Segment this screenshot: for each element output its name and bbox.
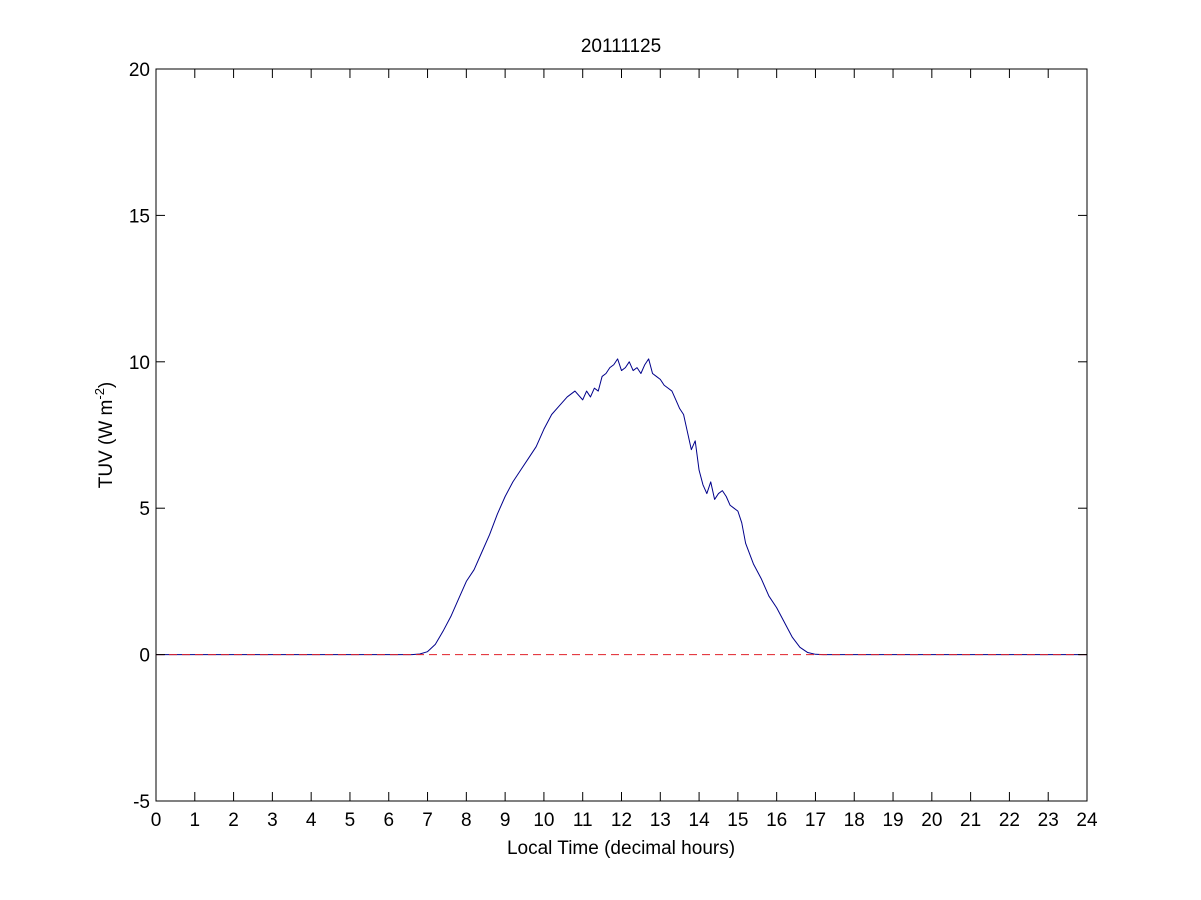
x-tick-label: 3: [267, 810, 278, 831]
x-tick-label: 4: [306, 810, 317, 831]
x-tick-label: 23: [1038, 810, 1059, 831]
x-tick-label: 1: [190, 810, 201, 831]
x-tick-label: 16: [766, 810, 787, 831]
y-axis-label: TUV (W m-2): [92, 382, 117, 489]
x-tick-label: 15: [727, 810, 748, 831]
plot-frame: [155, 68, 1088, 802]
x-tick-label: 20: [921, 810, 942, 831]
x-tick-label: 14: [689, 810, 711, 831]
x-tick-label: 7: [422, 810, 433, 831]
x-tick-label: 13: [650, 810, 671, 831]
x-axis-label: Local Time (decimal hours): [507, 838, 735, 859]
x-tick-label: 19: [882, 810, 903, 831]
y-axis-label-superscript: -2: [92, 388, 107, 400]
x-tick-label: 18: [844, 810, 865, 831]
x-tick-label: 22: [999, 810, 1020, 831]
y-tick-label: 5: [139, 499, 150, 520]
x-tick-label: 8: [461, 810, 472, 831]
tick-layer: 0 1 2 3 4 5 6 7 8 9 10 11 12 13 14 15 16 17 18 19 20 21 22 23 24…: [129, 60, 1098, 831]
x-tick-label: 21: [960, 810, 981, 831]
plot-area: [156, 69, 1087, 801]
x-tick-label: 0: [151, 810, 162, 831]
x-tick-label: 24: [1076, 810, 1098, 831]
x-tick-label: 2: [228, 810, 239, 831]
x-tick-label: 5: [345, 810, 356, 831]
x-tick-label: 12: [611, 810, 632, 831]
y-tick-label: 15: [129, 206, 150, 227]
y-tick-label: -5: [133, 792, 150, 813]
y-tick-label: 20: [129, 60, 150, 81]
y-tick-label: 10: [129, 353, 150, 374]
chart-title: 20111125: [581, 36, 661, 57]
tuv-series-line: [156, 358, 1087, 656]
y-axis-label-suffix: ): [96, 382, 117, 388]
x-tick-label: 17: [805, 810, 826, 831]
y-axis-label-text: TUV (W m: [96, 400, 117, 489]
x-tick-label: 11: [573, 810, 593, 831]
y-tick-label: 0: [139, 646, 150, 667]
x-tick-label: 6: [383, 810, 394, 831]
series-layer: [156, 358, 1087, 656]
x-tick-label: 9: [500, 810, 511, 831]
x-tick-label: 10: [533, 810, 554, 831]
